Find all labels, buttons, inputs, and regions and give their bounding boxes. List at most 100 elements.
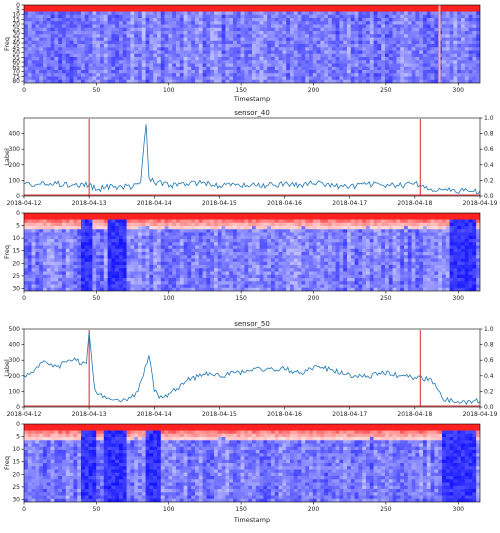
heatmap-cell: [331, 271, 336, 276]
heatmap-cell: [31, 268, 36, 272]
heatmap-cell: [206, 219, 211, 224]
heatmap-cell: [96, 239, 101, 243]
heatmap-cell: [252, 226, 257, 230]
heatmap-cell: [426, 60, 431, 64]
heatmap-cell: [202, 66, 207, 71]
heatmap-cell: [176, 245, 181, 250]
heatmap-cell: [168, 216, 173, 220]
heatmap-cell: [377, 47, 382, 51]
heatmap-cell: [293, 60, 298, 64]
heatmap-cell: [58, 8, 63, 12]
heatmap-cell: [24, 219, 29, 224]
heatmap-cell: [187, 5, 192, 9]
heatmap-cell: [164, 252, 169, 256]
heatmap-cell: [404, 53, 409, 58]
heatmap-cell: [328, 219, 333, 224]
heatmap-cell: [58, 278, 63, 282]
heatmap-cell: [172, 222, 177, 227]
heatmap-cell: [179, 34, 184, 38]
heatmap-cell: [214, 226, 219, 230]
heatmap-cell: [240, 261, 245, 266]
heatmap-cell: [88, 261, 93, 266]
heatmap-cell: [259, 258, 264, 263]
heatmap-cell: [172, 34, 177, 38]
heatmap-cell: [172, 5, 177, 9]
heatmap-cell: [236, 261, 241, 266]
heatmap-cell: [130, 252, 135, 256]
heatmap-cell: [335, 278, 340, 282]
heatmap-cell: [164, 40, 169, 45]
heatmap-cell: [206, 31, 211, 35]
heatmap-cell: [50, 274, 55, 279]
heatmap-cell: [396, 34, 401, 38]
heatmap-cell: [81, 239, 86, 243]
heatmap-cell: [81, 268, 86, 272]
heatmap-cell: [46, 50, 51, 55]
heatmap-cell: [400, 63, 405, 68]
heatmap-cell: [267, 271, 272, 276]
heatmap-cell: [267, 18, 272, 22]
heatmap-cell: [81, 34, 86, 38]
heatmap-cell: [445, 44, 450, 48]
heatmap-cell: [103, 24, 108, 29]
heatmap-cell: [445, 31, 450, 35]
heatmap-cell: [65, 216, 70, 220]
heatmap-cell: [43, 265, 48, 269]
heatmap-cell: [58, 232, 63, 237]
heatmap-cell: [449, 40, 454, 45]
heatmap-cell: [92, 248, 97, 253]
heatmap-cell: [354, 18, 359, 22]
heatmap-cell: [176, 232, 181, 237]
heatmap-cell: [358, 73, 363, 77]
heatmap-cell: [259, 252, 264, 256]
heatmap-cell: [172, 261, 177, 266]
heatmap-cell: [328, 287, 333, 291]
heatmap-cell: [225, 27, 230, 32]
heatmap-cell: [103, 37, 108, 42]
heatmap-cell: [396, 47, 401, 51]
heatmap-cell: [31, 255, 36, 259]
heatmap-cell: [43, 248, 48, 253]
heatmap-cell: [240, 229, 245, 233]
heatmap-cell: [263, 261, 268, 266]
heatmap-cell: [122, 18, 127, 22]
heatmap-cell: [103, 245, 108, 250]
heatmap-cell: [309, 63, 314, 68]
heatmap-cell: [331, 76, 336, 81]
heatmap-cell: [27, 37, 32, 42]
heatmap-cell: [316, 219, 321, 224]
heatmap-cell: [259, 34, 264, 38]
heatmap-cell: [153, 76, 158, 81]
heatmap-cell: [126, 44, 131, 48]
heatmap-cell: [464, 76, 469, 81]
heatmap-cell: [65, 53, 70, 58]
heatmap-cell: [274, 11, 279, 16]
heatmap-cell: [449, 8, 454, 12]
heatmap-cell: [39, 76, 44, 81]
heatmap-cell: [468, 5, 473, 9]
heatmap-cell: [449, 5, 454, 9]
heatmap-cell: [176, 258, 181, 263]
heatmap-cell: [217, 268, 222, 272]
heatmap-cell: [50, 213, 55, 217]
heatmap-cell: [103, 255, 108, 259]
heatmap-cell: [214, 258, 219, 263]
heatmap-cell: [92, 70, 97, 74]
heatmap-cell: [164, 27, 169, 32]
heatmap-cell: [453, 44, 458, 48]
heatmap-cell: [202, 255, 207, 259]
heatmap-cell: [126, 5, 131, 9]
heatmap-cell: [328, 216, 333, 220]
heatmap-cell: [324, 40, 329, 45]
heatmap-cell: [202, 11, 207, 16]
heatmap-cell: [187, 47, 192, 51]
heatmap-cell: [46, 47, 51, 51]
heatmap-cell: [107, 239, 112, 243]
heatmap-cell: [126, 8, 131, 12]
heatmap-cell: [293, 27, 298, 32]
heatmap-cell: [39, 79, 44, 83]
heatmap-cell: [81, 229, 86, 233]
heatmap-cell: [358, 66, 363, 71]
heatmap-cell: [168, 24, 173, 29]
heatmap-cell: [324, 252, 329, 256]
